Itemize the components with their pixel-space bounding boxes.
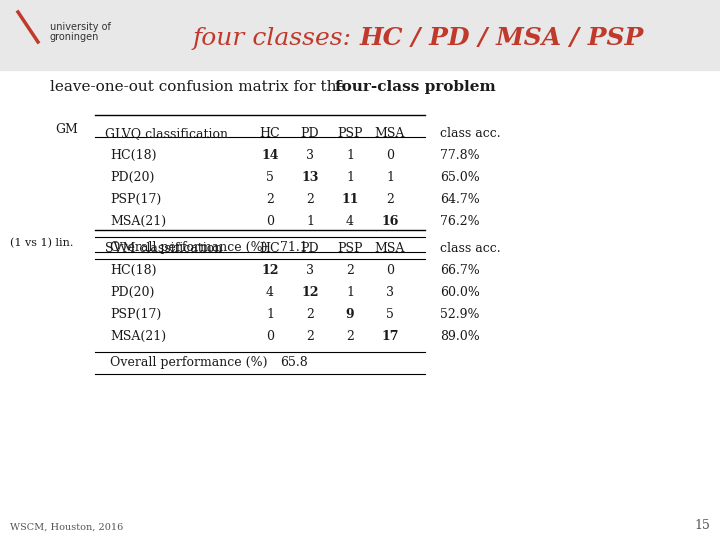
Text: 5: 5: [386, 308, 394, 321]
Text: PSP: PSP: [337, 242, 363, 255]
Text: 64.7%: 64.7%: [440, 193, 480, 206]
Text: 2: 2: [306, 308, 314, 321]
Text: 11: 11: [341, 193, 359, 206]
Text: 15: 15: [694, 519, 710, 532]
Text: 5: 5: [266, 171, 274, 184]
Text: HC / PD / MSA / PSP: HC / PD / MSA / PSP: [360, 26, 644, 50]
Text: 60.0%: 60.0%: [440, 286, 480, 299]
Text: 12: 12: [301, 286, 319, 299]
Text: HC: HC: [260, 242, 280, 255]
Text: PSP(17): PSP(17): [110, 308, 161, 321]
Text: 76.2%: 76.2%: [440, 215, 480, 228]
Text: 4: 4: [346, 215, 354, 228]
Text: HC: HC: [260, 127, 280, 140]
Text: 1: 1: [346, 149, 354, 162]
Text: four classes:: four classes:: [193, 26, 360, 50]
Text: 0: 0: [266, 330, 274, 343]
Text: 3: 3: [306, 264, 314, 277]
Text: 65.0%: 65.0%: [440, 171, 480, 184]
Text: 1: 1: [346, 171, 354, 184]
Text: 4: 4: [266, 286, 274, 299]
Text: MSA: MSA: [375, 127, 405, 140]
Text: (1 vs 1) lin.: (1 vs 1) lin.: [10, 238, 73, 248]
Text: PD: PD: [301, 242, 319, 255]
Text: PD: PD: [301, 127, 319, 140]
Text: 0: 0: [386, 264, 394, 277]
Text: groningen: groningen: [50, 32, 99, 42]
Text: Overall performance (%): Overall performance (%): [110, 356, 268, 369]
Text: 13: 13: [301, 171, 319, 184]
Text: SVM classification: SVM classification: [105, 242, 222, 255]
Text: 1: 1: [346, 286, 354, 299]
Text: 12: 12: [261, 264, 279, 277]
Text: PD(20): PD(20): [110, 171, 154, 184]
Text: 9: 9: [346, 308, 354, 321]
Text: 1: 1: [306, 215, 314, 228]
Text: WSCM, Houston, 2016: WSCM, Houston, 2016: [10, 523, 123, 532]
Text: PSP(17): PSP(17): [110, 193, 161, 206]
Text: 2: 2: [386, 193, 394, 206]
Text: 2: 2: [306, 193, 314, 206]
Text: 17: 17: [382, 330, 399, 343]
Text: 2: 2: [346, 330, 354, 343]
Text: HC(18): HC(18): [110, 149, 156, 162]
Text: HC(18): HC(18): [110, 264, 156, 277]
Text: class acc.: class acc.: [440, 127, 500, 140]
Text: MSA(21): MSA(21): [110, 215, 166, 228]
Text: PD(20): PD(20): [110, 286, 154, 299]
Text: 0: 0: [266, 215, 274, 228]
Text: 14: 14: [261, 149, 279, 162]
Text: 2: 2: [266, 193, 274, 206]
Text: MSA: MSA: [375, 242, 405, 255]
Text: 71.1: 71.1: [280, 241, 307, 254]
Text: 1: 1: [386, 171, 394, 184]
Text: GM: GM: [55, 123, 78, 136]
Text: leave-one-out confusion matrix for the: leave-one-out confusion matrix for the: [50, 80, 351, 94]
Text: 16: 16: [382, 215, 399, 228]
Text: 0: 0: [386, 149, 394, 162]
Text: MSA(21): MSA(21): [110, 330, 166, 343]
Text: 1: 1: [266, 308, 274, 321]
Text: 65.8: 65.8: [280, 356, 307, 369]
Text: 2: 2: [306, 330, 314, 343]
Text: GLVQ classification: GLVQ classification: [105, 127, 228, 140]
Text: 3: 3: [306, 149, 314, 162]
Text: 66.7%: 66.7%: [440, 264, 480, 277]
Text: class acc.: class acc.: [440, 242, 500, 255]
Text: 77.8%: 77.8%: [440, 149, 480, 162]
Text: 52.9%: 52.9%: [440, 308, 480, 321]
Text: PSP: PSP: [337, 127, 363, 140]
Bar: [0, 0, 720, 70]
Text: 2: 2: [346, 264, 354, 277]
Text: four-class problem: four-class problem: [335, 80, 496, 94]
Text: university of: university of: [50, 22, 111, 32]
Text: Overall performance (%): Overall performance (%): [110, 241, 268, 254]
Text: 3: 3: [386, 286, 394, 299]
Text: 89.0%: 89.0%: [440, 330, 480, 343]
